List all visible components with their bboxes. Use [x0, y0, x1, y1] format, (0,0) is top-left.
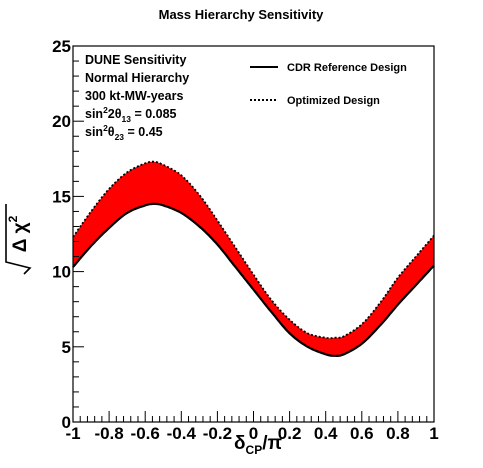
x-tick-label: 0 — [249, 424, 258, 443]
y-tick-label: 10 — [52, 263, 71, 282]
x-tick-label: 1 — [429, 424, 438, 443]
info-line-part: 2θ — [108, 107, 122, 121]
info-line-part: = 0.085 — [131, 107, 177, 121]
x-tick-label: -0.2 — [203, 424, 232, 443]
x-tick-label: 0.4 — [314, 424, 338, 443]
info-line: sin2θ23 = 0.45 — [85, 123, 163, 142]
x-axis-title-rest: /π — [262, 433, 282, 454]
x-tick-labels: -1 -0.8 -0.6 -0.4 -0.2 0 0.2 0.4 0.6 0.8 1 — [65, 424, 438, 443]
chart-title: Mass Hierarchy Sensitivity — [159, 7, 325, 22]
x-tick-label: -0.6 — [131, 424, 160, 443]
info-line: Normal Hierarchy — [85, 71, 189, 85]
series-line-cdr — [72, 202, 435, 357]
legend-label-cdr: CDR Reference Design — [287, 62, 407, 74]
x-tick-label: -0.8 — [94, 424, 123, 443]
y-tick-label: 20 — [52, 112, 71, 131]
info-line-part: sin — [85, 125, 103, 139]
info-line-part: 2 — [103, 105, 108, 115]
info-line: 300 kt-MW-years — [85, 89, 183, 103]
info-line-part: = 0.45 — [124, 125, 163, 139]
legend: CDR Reference Design Optimized Design — [250, 62, 407, 107]
sqrt-sign — [5, 204, 32, 275]
y-tick-label: 5 — [62, 338, 71, 357]
legend-label-optimized: Optimized Design — [287, 95, 380, 107]
x-tick-label: 0.6 — [350, 424, 374, 443]
y-tick-labels: 0 5 10 15 20 25 — [52, 37, 71, 432]
info-box: DUNE Sensitivity Normal Hierarchy 300 kt-M… — [85, 53, 189, 142]
series-lines — [72, 160, 435, 357]
info-line-part: sin — [85, 107, 103, 121]
info-line: DUNE Sensitivity — [85, 53, 186, 67]
info-line-part: 23 — [115, 132, 125, 142]
svg-text:Δ χ2: Δ χ2 — [6, 215, 31, 252]
info-line-part: θ — [108, 125, 115, 139]
x-axis-title-sub: CP — [246, 443, 263, 457]
y-tick-label: 25 — [52, 37, 71, 56]
info-line-part: 13 — [122, 114, 132, 124]
y-tick-label: 15 — [52, 187, 71, 206]
axis-ticks — [72, 45, 435, 423]
info-line-part: 2 — [103, 123, 108, 133]
y-axis-title-text: Δ χ — [10, 222, 31, 252]
x-axis-title-base: δ — [234, 433, 246, 454]
x-tick-label: 0.2 — [278, 424, 302, 443]
y-axis-title: Δ χ2 — [5, 204, 32, 275]
y-tick-label: 0 — [62, 413, 71, 432]
svg-text:δCP/π: δCP/π — [234, 433, 282, 457]
y-axis-title-sup: 2 — [6, 215, 20, 222]
x-axis-title: δCP/π — [234, 433, 282, 457]
x-tick-label: 0.8 — [386, 424, 410, 443]
info-line: sin22θ13 = 0.085 — [85, 105, 177, 124]
x-tick-label: -0.4 — [167, 424, 197, 443]
x-tick-label: -1 — [65, 424, 80, 443]
